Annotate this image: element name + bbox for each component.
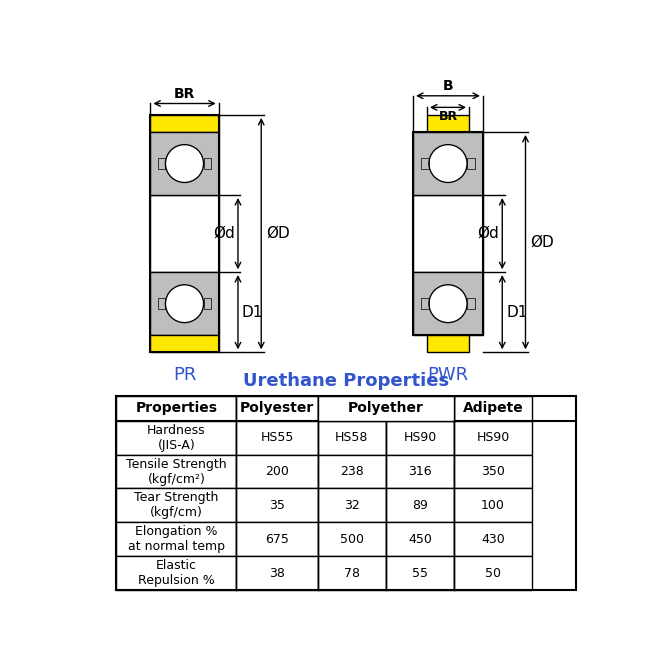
Bar [386,455,454,488]
Text: BR: BR [174,87,195,101]
Bar [204,299,211,309]
Text: Polyether: Polyether [348,401,424,415]
Bar [467,158,475,169]
Text: 675: 675 [265,533,289,546]
Text: Ød: Ød [478,226,499,241]
Text: 55: 55 [412,567,428,580]
Bar [237,523,318,556]
Bar [158,158,165,169]
Bar [386,396,454,421]
Text: Hardness
(JIS-A): Hardness (JIS-A) [147,423,206,452]
Bar [150,115,218,352]
Circle shape [165,145,204,182]
Bar [318,396,386,421]
Bar [413,195,483,272]
Text: Tensile Strength
(kgf/cm²): Tensile Strength (kgf/cm²) [126,458,226,486]
Bar [237,421,318,455]
Text: 50: 50 [485,567,501,580]
Text: 430: 430 [481,533,505,546]
Bar [318,396,386,421]
Circle shape [429,285,467,323]
Text: PWR: PWR [427,366,468,384]
Text: B: B [443,80,454,94]
Bar [454,455,532,488]
Text: 35: 35 [269,499,285,512]
Bar [150,272,218,335]
Bar [117,396,576,590]
Text: 450: 450 [408,533,432,546]
Bar [117,421,237,455]
Bar [413,272,483,335]
Bar [386,556,454,590]
Text: 38: 38 [269,567,285,580]
Text: 100: 100 [481,499,505,512]
Bar [318,523,386,556]
Bar [386,396,454,421]
Text: ØD: ØD [530,234,554,250]
Bar [237,556,318,590]
Text: 316: 316 [408,465,432,478]
Bar [237,488,318,523]
Bar [150,335,218,352]
Text: Elastic
Repulsion %: Elastic Repulsion % [138,559,215,587]
Bar [318,488,386,523]
Text: 200: 200 [265,465,289,478]
Bar [318,455,386,488]
Text: Polyether: Polyether [348,401,424,415]
Text: HS55: HS55 [261,431,294,444]
Bar [386,421,454,455]
Text: PR: PR [173,366,196,384]
Text: 238: 238 [340,465,364,478]
Bar [454,421,532,455]
Text: HS58: HS58 [335,431,368,444]
Bar [386,488,454,523]
Bar [237,455,318,488]
Text: 32: 32 [344,499,360,512]
Bar [318,421,386,455]
Text: Polyester: Polyester [240,401,314,415]
Bar [117,396,237,421]
Text: Adipete: Adipete [462,401,523,415]
Bar [454,556,532,590]
Text: D1: D1 [242,305,263,320]
Bar [467,299,475,309]
Bar [386,523,454,556]
Bar [427,115,469,132]
Text: Elongation %
at normal temp: Elongation % at normal temp [128,525,225,553]
Text: 89: 89 [412,499,428,512]
Bar [117,455,237,488]
Text: HS90: HS90 [476,431,510,444]
Circle shape [165,285,204,323]
Text: Urethane Properties: Urethane Properties [243,372,449,390]
Text: 500: 500 [340,533,364,546]
Text: 78: 78 [344,567,360,580]
Text: 350: 350 [481,465,505,478]
Bar [150,195,218,272]
Bar [454,396,532,421]
Bar [204,158,211,169]
Text: D1: D1 [506,305,527,320]
Bar [117,523,237,556]
Bar [150,115,218,132]
Text: Tear Strength
(kgf/cm): Tear Strength (kgf/cm) [134,491,218,519]
Bar [117,488,237,523]
Bar [454,488,532,523]
Bar [158,299,165,309]
Bar [413,132,483,335]
Bar [421,158,429,169]
Bar [427,335,469,352]
Bar [150,132,218,195]
Text: Ød: Ød [213,226,235,241]
Bar [237,396,318,421]
Text: HS90: HS90 [403,431,437,444]
Circle shape [429,145,467,182]
Text: BR: BR [438,110,458,123]
Bar [318,556,386,590]
Bar [454,523,532,556]
Text: Properties: Properties [135,401,217,415]
Text: ØD: ØD [266,226,289,241]
Bar [413,132,483,195]
Bar [117,556,237,590]
Bar [421,299,429,309]
